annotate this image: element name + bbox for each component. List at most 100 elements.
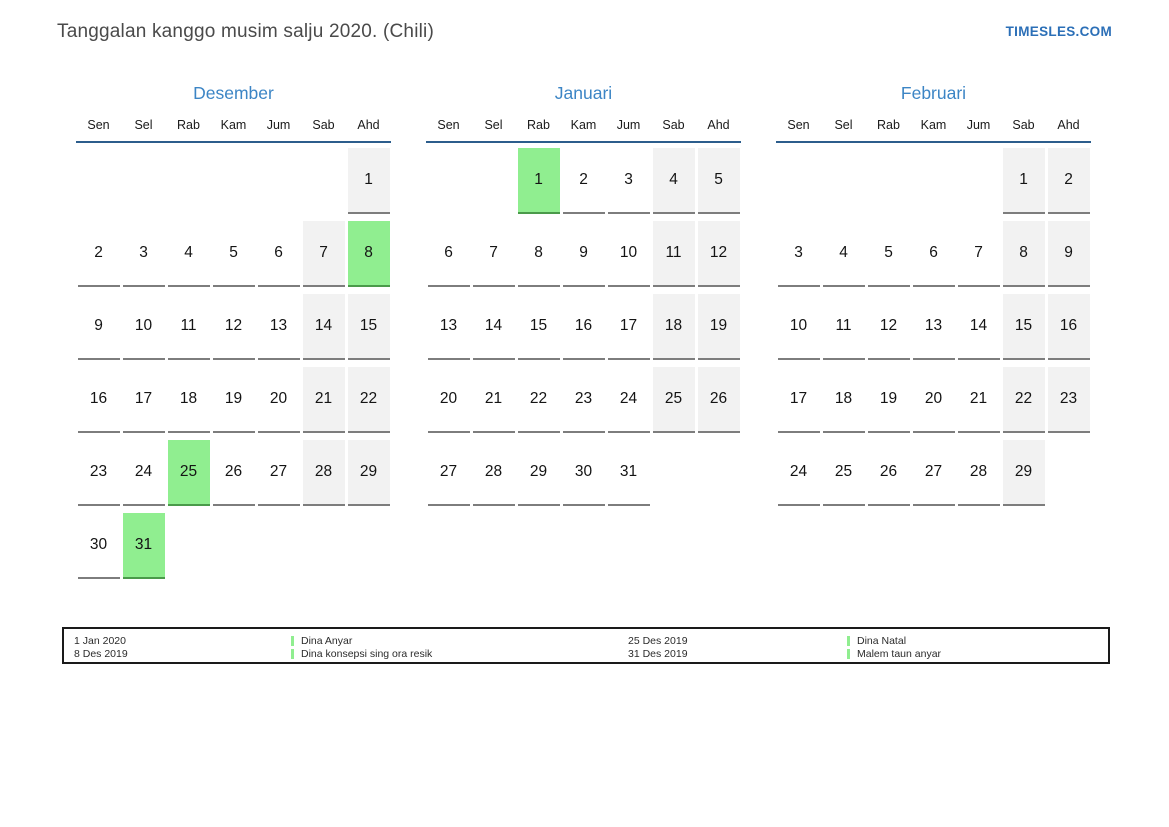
weekday-label: Rab xyxy=(877,118,900,132)
day-cell: 29 xyxy=(1002,440,1045,506)
empty-cell xyxy=(258,513,300,579)
day-cell: 23 xyxy=(1047,367,1090,433)
week-row: 30 31 xyxy=(76,513,391,579)
day-cell: 20 xyxy=(912,367,955,433)
day-cell: 22 xyxy=(1002,367,1045,433)
empty-cell xyxy=(213,148,255,214)
page-title: Tanggalan kanggo musim salju 2020. (Chil… xyxy=(57,21,434,42)
legend-item: Dina Anyar xyxy=(291,634,432,647)
legend-item: Dina konsepsi sing ora resik xyxy=(291,647,432,660)
day-cell: 8 xyxy=(517,221,560,287)
day-cell: 3 xyxy=(777,221,820,287)
legend-label: Dina Anyar xyxy=(301,634,353,647)
day-cell: 3 xyxy=(607,148,650,214)
day-cell: 2 xyxy=(1047,148,1090,214)
day-cell: 16 xyxy=(77,367,120,433)
day-cell: 31 xyxy=(607,440,650,506)
day-cell: 12 xyxy=(212,294,255,360)
weekday-label: Jum xyxy=(616,118,641,132)
site-link[interactable]: TIMESLES.COM xyxy=(1005,24,1112,39)
day-cell: 28 xyxy=(302,440,345,506)
empty-cell xyxy=(168,148,210,214)
weekday-label: Rab xyxy=(177,118,200,132)
week-row: 20 21 22 23 24 25 26 xyxy=(426,367,741,433)
week-row: 16 17 18 19 20 21 22 xyxy=(76,367,391,433)
month-title-januari: Januari xyxy=(554,83,613,103)
day-cell: 13 xyxy=(257,294,300,360)
weekday-label: Ahd xyxy=(707,118,730,132)
day-cell: 17 xyxy=(777,367,820,433)
empty-cell xyxy=(348,513,390,579)
day-cell: 4 xyxy=(652,148,695,214)
day-cell: 4 xyxy=(822,221,865,287)
day-cell: 5 xyxy=(867,221,910,287)
day-cell: 9 xyxy=(562,221,605,287)
day-cell: 18 xyxy=(167,367,210,433)
month-title-desember: Desember xyxy=(193,83,274,103)
empty-cell xyxy=(168,513,210,579)
day-cell: 27 xyxy=(257,440,300,506)
empty-cell xyxy=(868,148,910,214)
week-row: 9 10 11 12 13 14 15 xyxy=(76,294,391,360)
day-cell: 20 xyxy=(427,367,470,433)
day-cell: 29 xyxy=(517,440,560,506)
week-row: 24 25 26 27 28 29 xyxy=(776,440,1091,506)
weekday-label: Sen xyxy=(787,118,810,132)
day-cell: 21 xyxy=(302,367,345,433)
empty-cell xyxy=(653,440,695,506)
day-cell: 12 xyxy=(697,221,740,287)
day-cell: 25 xyxy=(652,367,695,433)
legend-box: 1 Jan 2020 8 Des 2019 Dina Anyar Dina ko… xyxy=(62,627,1110,664)
empty-cell xyxy=(778,148,820,214)
month-title-februari: Februari xyxy=(900,83,967,103)
legend-date: 31 Des 2019 xyxy=(628,647,688,660)
day-cell: 8 xyxy=(347,221,390,287)
weekday-label: Kam xyxy=(920,118,947,132)
weekday-header-row: Sen Sel Rab Kam Jum Sab Ahd xyxy=(776,119,1091,143)
day-cell: 23 xyxy=(77,440,120,506)
empty-cell xyxy=(823,148,865,214)
weeks-grid: 1 2 3 4 5 6 7 8 9 10 11 12 13 14 15 16 17 18 19 20 21 22 23 24 2… xyxy=(776,148,1091,506)
day-cell: 17 xyxy=(607,294,650,360)
day-cell: 14 xyxy=(472,294,515,360)
weekday-label: Jum xyxy=(266,118,291,132)
weekday-label: Sel xyxy=(134,118,153,132)
day-cell: 18 xyxy=(652,294,695,360)
day-cell: 22 xyxy=(517,367,560,433)
day-cell: 25 xyxy=(167,440,210,506)
day-cell: 6 xyxy=(257,221,300,287)
day-cell: 24 xyxy=(122,440,165,506)
weekday-label: Jum xyxy=(966,118,991,132)
legend-date: 25 Des 2019 xyxy=(628,634,688,647)
week-row: 6 7 8 9 10 11 12 xyxy=(426,221,741,287)
weekday-header-row: Sen Sel Rab Kam Jum Sab Ahd xyxy=(76,119,391,143)
weekday-label: Ahd xyxy=(357,118,380,132)
legend-item: Dina Natal xyxy=(847,634,941,647)
day-cell: 5 xyxy=(697,148,740,214)
day-cell: 29 xyxy=(347,440,390,506)
weekday-label: Sen xyxy=(87,118,110,132)
day-cell: 16 xyxy=(1047,294,1090,360)
day-cell: 11 xyxy=(167,294,210,360)
day-cell: 2 xyxy=(77,221,120,287)
legend-labels-group-1: Dina Anyar Dina konsepsi sing ora resik xyxy=(291,634,432,660)
weekday-label: Sel xyxy=(484,118,503,132)
legend-label: Malem taun anyar xyxy=(857,647,942,660)
weekday-label: Sab xyxy=(312,118,335,132)
weekday-header-row: Sen Sel Rab Kam Jum Sab Ahd xyxy=(426,119,741,143)
day-cell: 14 xyxy=(957,294,1000,360)
day-cell: 10 xyxy=(777,294,820,360)
weeks-grid: 1 2 3 4 5 6 7 8 9 10 11 12 13 14 15 16 17 18 19 20 21 22 23 24 2… xyxy=(426,148,741,506)
day-cell: 28 xyxy=(472,440,515,506)
day-cell: 1 xyxy=(1002,148,1045,214)
day-cell: 2 xyxy=(562,148,605,214)
weekday-label: Ahd xyxy=(1057,118,1080,132)
empty-cell xyxy=(213,513,255,579)
day-cell: 26 xyxy=(867,440,910,506)
day-cell: 16 xyxy=(562,294,605,360)
